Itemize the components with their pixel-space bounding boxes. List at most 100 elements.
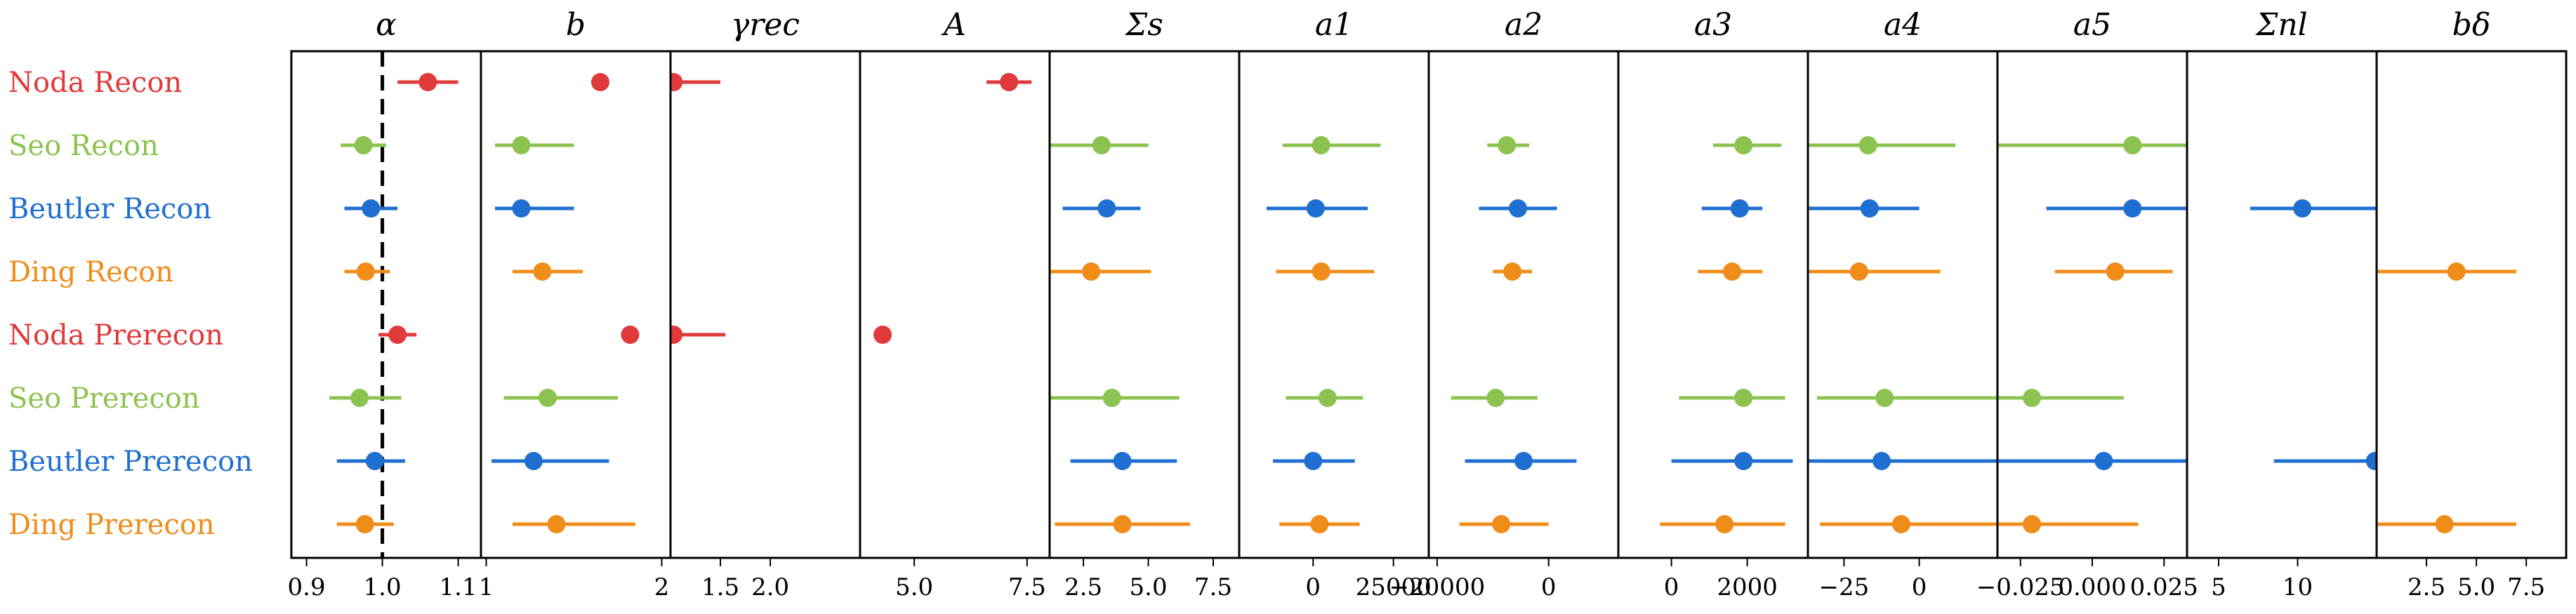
tick-label: 10 [2283, 573, 2313, 601]
data-point [2293, 199, 2312, 218]
tick-label: 2.5 [1064, 573, 1102, 601]
data-point [1734, 389, 1753, 407]
tick-label: 7.5 [1194, 573, 1232, 601]
data-point [1304, 452, 1323, 470]
panel-title: a1 [1315, 7, 1353, 43]
data-point [356, 262, 375, 281]
panel-8 [1808, 136, 1997, 533]
tick-label: 25000 [1356, 573, 1432, 601]
data-point [873, 326, 892, 344]
panel-7 [1660, 136, 1793, 533]
panel-1 [491, 73, 640, 533]
data-point [1312, 262, 1330, 281]
data-point [1310, 515, 1329, 533]
panel-title: a5 [2073, 7, 2111, 43]
tick-label: 5.0 [2457, 573, 2495, 601]
tick-label: −0.025 [1976, 573, 2065, 601]
data-point [1723, 262, 1741, 281]
tick-label: −25 [1819, 573, 1870, 601]
data-point [1102, 389, 1121, 407]
tick-label: 0 [1912, 573, 1927, 601]
panel-title: a3 [1694, 7, 1732, 43]
data-point [2365, 452, 2377, 470]
data-point [539, 389, 557, 407]
row-label: Seo Recon [8, 130, 159, 162]
tick-label: 0.025 [2130, 573, 2198, 601]
panel-5 [1266, 136, 1381, 533]
panel-title: γrec [731, 7, 800, 43]
data-point [1875, 389, 1894, 407]
row-label: Ding Recon [8, 256, 173, 288]
row-label: Noda Recon [8, 67, 182, 99]
tick-label: 7.5 [1008, 573, 1046, 601]
data-point [512, 136, 531, 154]
panel-10 [2250, 199, 2377, 470]
data-point [671, 73, 683, 91]
data-point [2447, 262, 2466, 281]
data-point [1891, 515, 1910, 533]
data-point [2123, 199, 2142, 218]
panel-4 [1050, 136, 1190, 533]
data-point [1734, 452, 1753, 470]
data-point [355, 515, 374, 533]
panel-9 [1997, 136, 2187, 533]
tick-label: 2.0 [751, 573, 789, 601]
tick-label: 1.1 [440, 573, 477, 601]
data-point [591, 73, 609, 91]
data-point [2023, 515, 2042, 533]
data-point [362, 199, 381, 218]
tick-label: 1.5 [701, 573, 739, 601]
panel-title: bδ [2452, 7, 2491, 43]
data-point [1092, 136, 1111, 154]
data-point [1097, 199, 1116, 218]
panel-title: a2 [1505, 7, 1543, 43]
panel-11 [2377, 262, 2516, 533]
panel-title: b [566, 7, 586, 43]
panel-6 [1451, 136, 1577, 533]
data-point [547, 515, 566, 533]
data-point [1312, 136, 1330, 154]
row-label: Beutler Prerecon [8, 446, 253, 478]
tick-label: 7.5 [2507, 573, 2545, 601]
data-point [533, 262, 552, 281]
panel-0 [329, 51, 458, 558]
data-point [1492, 515, 1511, 533]
tick-label: 5 [2211, 573, 2226, 601]
tick-label: 2.5 [2407, 573, 2445, 601]
data-point [418, 73, 437, 91]
panel-2 [671, 73, 726, 344]
row-label: Beutler Recon [8, 193, 211, 225]
data-point [1730, 199, 1749, 218]
data-point [524, 452, 543, 470]
tick-label: 1 [479, 573, 494, 601]
data-point [1860, 199, 1879, 218]
tick-label: 5.0 [895, 573, 933, 601]
row-label: Seo Prerecon [8, 382, 200, 415]
data-point [512, 199, 531, 218]
data-point [1486, 389, 1505, 407]
data-point [1514, 452, 1533, 470]
panel-title: a4 [1884, 7, 1922, 43]
data-point [1498, 136, 1517, 154]
data-point [365, 452, 384, 470]
data-point [354, 136, 373, 154]
data-point [388, 326, 407, 344]
data-point [621, 326, 640, 344]
data-point [2435, 515, 2454, 533]
data-point [1503, 262, 1522, 281]
data-point [671, 326, 683, 344]
tick-label: 0.9 [288, 573, 326, 601]
tick-label: 2 [654, 573, 670, 601]
data-point [1849, 262, 1868, 281]
data-point [1858, 136, 1877, 154]
data-point [1113, 452, 1132, 470]
data-point [1509, 199, 1528, 218]
tick-label: 0.000 [2058, 573, 2126, 601]
tick-label: −20000 [1389, 573, 1486, 601]
row-label: Noda Prerecon [8, 319, 223, 352]
data-point [1082, 262, 1101, 281]
data-point [1872, 452, 1891, 470]
data-point [2023, 389, 2042, 407]
row-label: Ding Prerecon [8, 509, 215, 541]
